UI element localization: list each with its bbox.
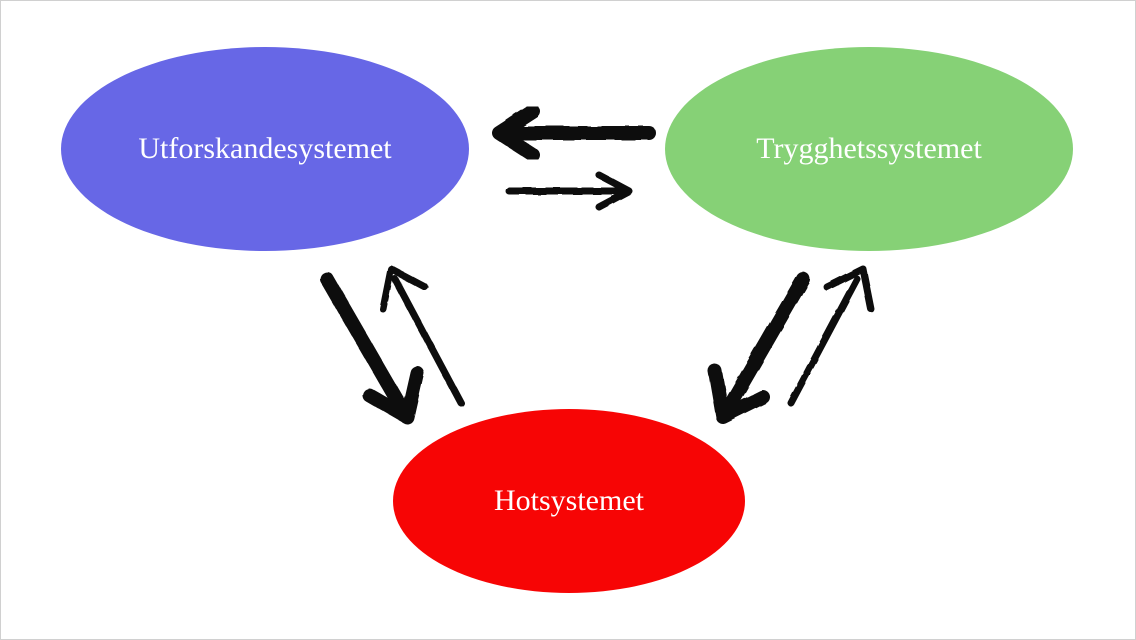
node-exploration-label: Utforskandesystemet bbox=[138, 132, 391, 166]
node-safety-label: Trygghetssystemet bbox=[756, 132, 982, 166]
arrow-safety-to-exploration bbox=[479, 101, 659, 161]
arrow-threat-to-exploration bbox=[369, 257, 479, 417]
node-threat-label: Hotsystemet bbox=[494, 484, 644, 518]
node-safety: Trygghetssystemet bbox=[665, 47, 1073, 251]
arrow-safety-to-threat bbox=[689, 261, 829, 431]
arrow-threat-to-safety bbox=[773, 257, 883, 417]
node-exploration: Utforskandesystemet bbox=[61, 47, 469, 251]
node-threat: Hotsystemet bbox=[393, 409, 745, 593]
arrow-exploration-to-threat bbox=[301, 261, 441, 431]
arrow-exploration-to-safety bbox=[501, 169, 641, 213]
